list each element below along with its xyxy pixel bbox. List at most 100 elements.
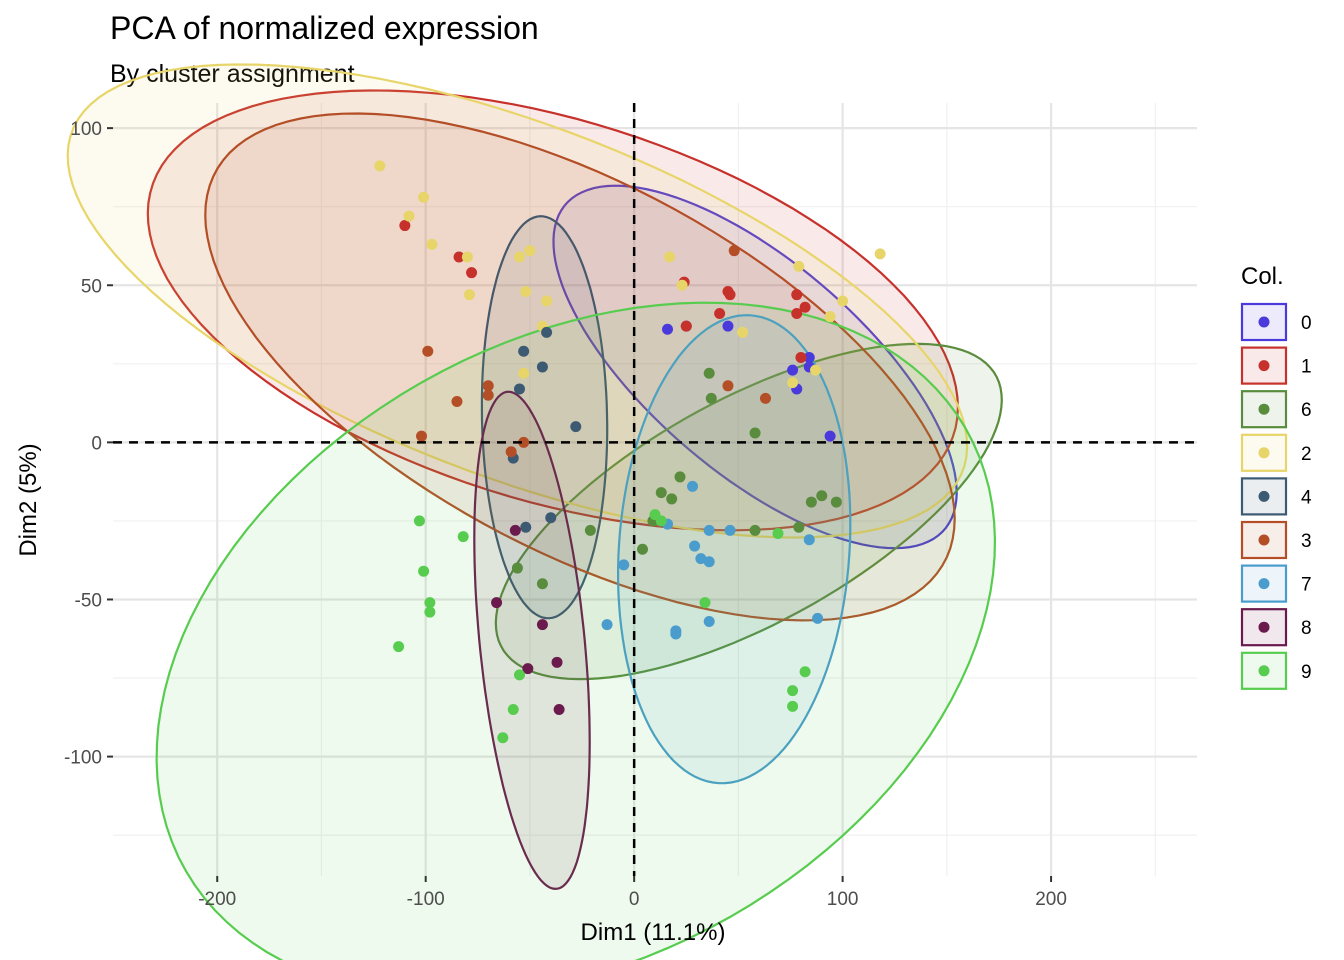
legend-label: 1 — [1301, 357, 1312, 378]
point-cluster-7 — [670, 628, 682, 640]
point-cluster-6 — [674, 471, 686, 483]
point-cluster-4 — [514, 383, 525, 395]
point-cluster-9 — [787, 685, 799, 697]
legend-item-2: 2 — [1240, 433, 1312, 472]
x-tick-label: 200 — [1035, 889, 1067, 910]
point-cluster-8 — [536, 619, 548, 631]
point-cluster-2 — [810, 364, 822, 376]
point-cluster-1 — [466, 267, 478, 279]
point-cluster-2 — [787, 377, 799, 389]
legend-item-8: 8 — [1240, 608, 1312, 647]
point-cluster-8 — [491, 597, 503, 609]
point-cluster-6 — [536, 578, 548, 590]
point-cluster-1 — [453, 251, 465, 263]
axis-ticks: -200 -100 0 100 200 -100 -50 0 50 100 — [64, 119, 1067, 910]
point-cluster-9 — [655, 515, 667, 527]
legend-point — [1258, 403, 1270, 415]
point-cluster-4 — [545, 512, 557, 524]
point-cluster-9 — [772, 527, 784, 539]
plot-grid — [113, 103, 1197, 876]
x-tick-label: 0 — [629, 889, 640, 910]
point-cluster-1 — [791, 289, 803, 301]
point-cluster-3 — [482, 380, 494, 392]
point-cluster-8 — [522, 663, 534, 675]
point-cluster-0 — [662, 323, 674, 335]
point-cluster-4 — [536, 361, 548, 373]
point-cluster-6 — [749, 427, 761, 439]
point-cluster-8 — [509, 524, 521, 536]
legend-label: 4 — [1301, 487, 1312, 508]
point-cluster-9 — [457, 531, 469, 543]
point-cluster-6 — [705, 392, 717, 404]
legend-item-6: 6 — [1240, 390, 1312, 429]
legend-item-7: 7 — [1240, 564, 1312, 603]
point-cluster-3 — [728, 245, 740, 257]
point-cluster-6 — [703, 367, 715, 379]
y-tick-label: -50 — [75, 590, 102, 611]
point-cluster-9 — [514, 669, 525, 681]
x-axis-label: Dim1 (11.1%) — [581, 919, 726, 946]
point-cluster-2 — [664, 251, 676, 263]
legend-item-1: 1 — [1240, 346, 1312, 385]
point-cluster-7 — [687, 480, 699, 492]
point-cluster-2 — [793, 260, 805, 272]
chart-title: PCA of normalized expression — [110, 10, 539, 46]
point-cluster-1 — [795, 352, 807, 364]
point-cluster-7 — [703, 524, 715, 536]
point-cluster-3 — [722, 380, 734, 392]
point-cluster-1 — [791, 308, 803, 320]
legend-label: 0 — [1301, 313, 1312, 334]
ellipse-cluster-8 — [473, 390, 591, 891]
point-cluster-3 — [416, 430, 428, 442]
point-cluster-2 — [824, 311, 836, 323]
point-cluster-4 — [570, 421, 582, 433]
point-cluster-9 — [787, 700, 799, 712]
point-cluster-9 — [424, 606, 436, 618]
point-cluster-2 — [418, 191, 430, 203]
legend-key — [1240, 346, 1288, 385]
ellipse-cluster-6 — [494, 342, 1003, 681]
point-cluster-0 — [722, 320, 734, 332]
point-cluster-3 — [518, 436, 530, 448]
point-cluster-2 — [837, 295, 849, 307]
point-cluster-2 — [541, 295, 553, 307]
point-cluster-9 — [424, 597, 436, 609]
legend-point — [1258, 316, 1270, 328]
y-tick-label: -100 — [64, 748, 102, 769]
point-cluster-6 — [655, 487, 667, 499]
point-cluster-4 — [541, 326, 553, 338]
point-cluster-9 — [799, 666, 811, 678]
ellipse-cluster-2 — [66, 63, 969, 539]
point-cluster-2 — [403, 210, 415, 222]
ellipse-cluster-4 — [480, 215, 609, 620]
point-cluster-1 — [680, 320, 692, 332]
point-cluster-1 — [714, 308, 726, 320]
point-cluster-7 — [812, 612, 824, 624]
point-cluster-4 — [520, 521, 532, 533]
ellipse-cluster-7 — [616, 314, 852, 785]
legend: Col. 0 1 6 2 4 3 7 8 9 — [1240, 263, 1312, 690]
point-cluster-2 — [514, 251, 525, 263]
legend-point — [1258, 665, 1270, 677]
point-cluster-9 — [413, 515, 425, 527]
point-cluster-9 — [497, 732, 509, 744]
legend-point — [1258, 578, 1270, 590]
ellipse-cluster-9 — [155, 301, 997, 960]
legend-point — [1258, 621, 1270, 633]
point-cluster-6 — [793, 521, 805, 533]
point-cluster-3 — [759, 392, 771, 404]
x-tick-label: -100 — [407, 889, 445, 910]
y-axis-label: Dim2 (5%) — [15, 443, 42, 556]
point-cluster-6 — [666, 493, 678, 505]
legend-label: 9 — [1301, 662, 1312, 683]
y-tick-label: 0 — [91, 433, 102, 454]
point-cluster-3 — [505, 446, 517, 458]
point-cluster-2 — [426, 238, 438, 250]
point-cluster-8 — [553, 703, 565, 715]
point-cluster-7 — [724, 524, 736, 536]
point-cluster-1 — [399, 220, 411, 232]
point-cluster-1 — [724, 289, 736, 301]
x-tick-label: 100 — [827, 889, 859, 910]
y-tick-label: 50 — [81, 276, 102, 297]
